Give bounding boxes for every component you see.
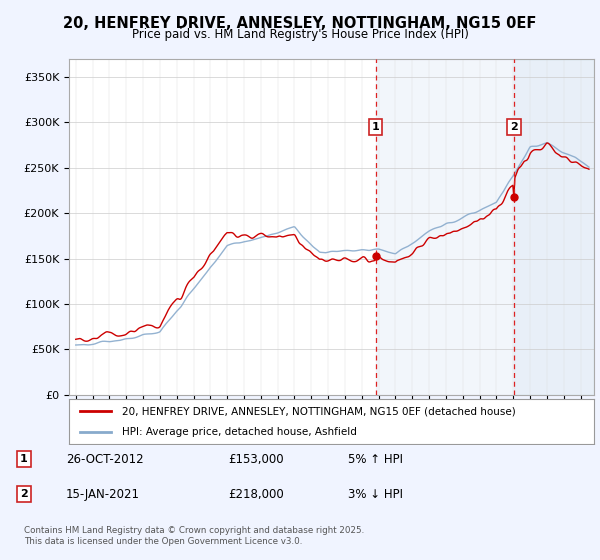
Text: Price paid vs. HM Land Registry's House Price Index (HPI): Price paid vs. HM Land Registry's House … xyxy=(131,28,469,41)
Text: 26-OCT-2012: 26-OCT-2012 xyxy=(66,452,143,466)
Text: HPI: Average price, detached house, Ashfield: HPI: Average price, detached house, Ashf… xyxy=(121,427,356,437)
Text: 15-JAN-2021: 15-JAN-2021 xyxy=(66,488,140,501)
Text: 1: 1 xyxy=(20,454,28,464)
Text: 20, HENFREY DRIVE, ANNESLEY, NOTTINGHAM, NG15 0EF (detached house): 20, HENFREY DRIVE, ANNESLEY, NOTTINGHAM,… xyxy=(121,407,515,417)
Text: £218,000: £218,000 xyxy=(228,488,284,501)
Text: Contains HM Land Registry data © Crown copyright and database right 2025.
This d: Contains HM Land Registry data © Crown c… xyxy=(24,526,364,546)
Text: 20, HENFREY DRIVE, ANNESLEY, NOTTINGHAM, NG15 0EF: 20, HENFREY DRIVE, ANNESLEY, NOTTINGHAM,… xyxy=(64,16,536,31)
Text: 1: 1 xyxy=(372,122,379,132)
Text: 3% ↓ HPI: 3% ↓ HPI xyxy=(348,488,403,501)
Bar xyxy=(376,59,594,395)
Text: 2: 2 xyxy=(510,122,518,132)
Text: 5% ↑ HPI: 5% ↑ HPI xyxy=(348,452,403,466)
Bar xyxy=(514,59,594,395)
Text: 2: 2 xyxy=(20,489,28,499)
Text: £153,000: £153,000 xyxy=(228,452,284,466)
